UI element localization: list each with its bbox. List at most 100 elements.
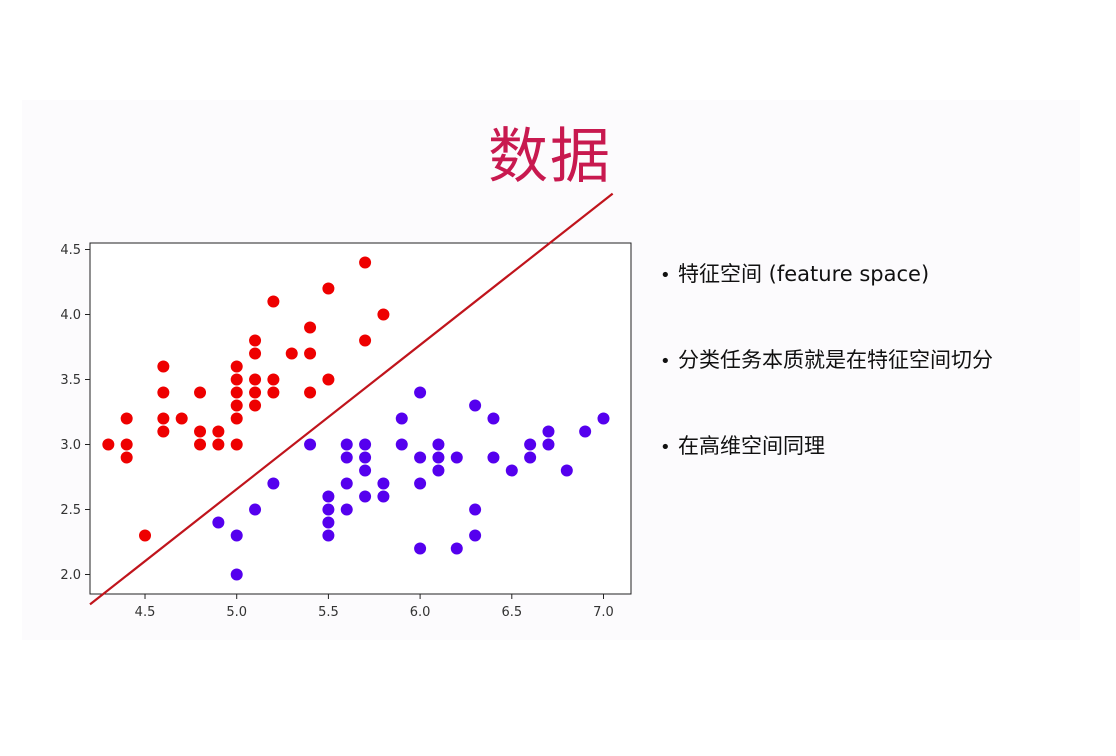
- data-point-series-1: [395, 438, 408, 451]
- data-point-series-1: [377, 490, 390, 503]
- data-point-series-0: [230, 399, 243, 412]
- data-point-series-1: [469, 529, 482, 542]
- data-point-series-0: [157, 412, 170, 425]
- data-point-series-0: [249, 347, 262, 360]
- x-tick-label: 6.5: [501, 605, 522, 620]
- data-point-series-1: [267, 477, 280, 490]
- bullet-text: 在高维空间同理: [678, 434, 825, 458]
- data-point-series-0: [304, 386, 317, 399]
- data-point-series-0: [267, 386, 280, 399]
- data-point-series-0: [249, 373, 262, 386]
- y-tick-label: 4.5: [60, 243, 81, 258]
- data-point-series-0: [359, 334, 372, 347]
- data-point-series-0: [212, 425, 225, 438]
- bullet-dot-icon: •: [660, 351, 671, 372]
- data-point-series-0: [120, 412, 133, 425]
- data-point-series-0: [194, 438, 207, 451]
- data-point-series-1: [359, 438, 372, 451]
- data-point-series-1: [230, 568, 243, 581]
- data-point-series-1: [340, 477, 353, 490]
- x-tick-label: 7.0: [593, 605, 614, 620]
- slide-title: 数据: [488, 122, 612, 192]
- y-tick-label: 3.0: [60, 438, 81, 453]
- data-point-series-0: [267, 373, 280, 386]
- boundary-line: [89, 192, 614, 606]
- data-point-series-1: [414, 542, 427, 555]
- data-point-series-0: [322, 373, 335, 386]
- data-point-series-1: [359, 464, 372, 477]
- x-tick-label: 4.5: [135, 605, 156, 620]
- data-point-series-1: [469, 503, 482, 516]
- data-point-series-1: [432, 438, 445, 451]
- data-point-series-1: [487, 451, 500, 464]
- data-point-series-0: [267, 295, 280, 308]
- data-point-series-1: [340, 503, 353, 516]
- data-point-series-0: [230, 386, 243, 399]
- data-point-series-0: [359, 256, 372, 269]
- data-point-series-1: [542, 425, 555, 438]
- data-point-series-0: [249, 334, 262, 347]
- data-point-series-1: [304, 438, 317, 451]
- data-point-series-0: [304, 321, 317, 334]
- data-point-series-1: [542, 438, 555, 451]
- data-point-series-1: [322, 503, 335, 516]
- data-point-series-1: [322, 529, 335, 542]
- data-point-series-1: [505, 464, 518, 477]
- data-point-series-1: [487, 412, 500, 425]
- data-point-series-0: [175, 412, 188, 425]
- data-point-series-1: [469, 399, 482, 412]
- bullet-dot-icon: •: [660, 437, 671, 458]
- bullet-dot-icon: •: [660, 265, 671, 286]
- data-point-series-0: [102, 438, 115, 451]
- data-point-series-0: [230, 438, 243, 451]
- data-point-series-0: [139, 529, 152, 542]
- y-tick-label: 3.5: [60, 373, 81, 388]
- data-point-series-1: [359, 451, 372, 464]
- data-point-series-1: [524, 438, 537, 451]
- bullet-item: • 分类任务本质就是在特征空间切分: [660, 344, 993, 374]
- data-point-series-1: [524, 451, 537, 464]
- data-point-series-1: [322, 490, 335, 503]
- data-point-series-0: [285, 347, 298, 360]
- data-point-series-0: [120, 451, 133, 464]
- data-point-series-1: [579, 425, 592, 438]
- data-point-series-0: [120, 438, 133, 451]
- bullet-text: 分类任务本质就是在特征空间切分: [678, 348, 993, 372]
- x-tick-label: 5.5: [318, 605, 339, 620]
- data-point-series-1: [432, 464, 445, 477]
- data-point-series-0: [212, 438, 225, 451]
- data-point-series-0: [157, 386, 170, 399]
- data-point-series-0: [230, 412, 243, 425]
- data-point-series-1: [340, 438, 353, 451]
- y-tick-label: 2.5: [60, 503, 81, 518]
- data-point-series-1: [414, 386, 427, 399]
- data-point-series-1: [359, 490, 372, 503]
- bullet-item: • 特征空间 (feature space): [660, 258, 929, 288]
- data-point-series-1: [597, 412, 610, 425]
- data-point-series-1: [322, 516, 335, 529]
- data-point-series-1: [414, 451, 427, 464]
- data-point-series-0: [322, 282, 335, 295]
- x-tick-label: 6.0: [410, 605, 431, 620]
- data-point-series-0: [249, 399, 262, 412]
- data-point-series-0: [249, 386, 262, 399]
- data-point-series-1: [377, 477, 390, 490]
- data-point-series-1: [450, 542, 463, 555]
- data-point-series-1: [560, 464, 573, 477]
- data-point-series-1: [340, 451, 353, 464]
- y-tick-label: 2.0: [60, 568, 81, 583]
- bullet-item: • 在高维空间同理: [660, 430, 825, 460]
- data-point-series-0: [230, 373, 243, 386]
- data-point-series-0: [157, 425, 170, 438]
- x-tick-label: 5.0: [226, 605, 247, 620]
- data-point-series-0: [304, 347, 317, 360]
- data-point-series-1: [414, 477, 427, 490]
- data-point-series-1: [432, 451, 445, 464]
- data-point-series-0: [194, 425, 207, 438]
- data-point-series-1: [395, 412, 408, 425]
- data-point-series-0: [230, 360, 243, 373]
- data-point-series-0: [194, 386, 207, 399]
- bullet-text: 特征空间 (feature space): [678, 262, 930, 286]
- data-point-series-1: [212, 516, 225, 529]
